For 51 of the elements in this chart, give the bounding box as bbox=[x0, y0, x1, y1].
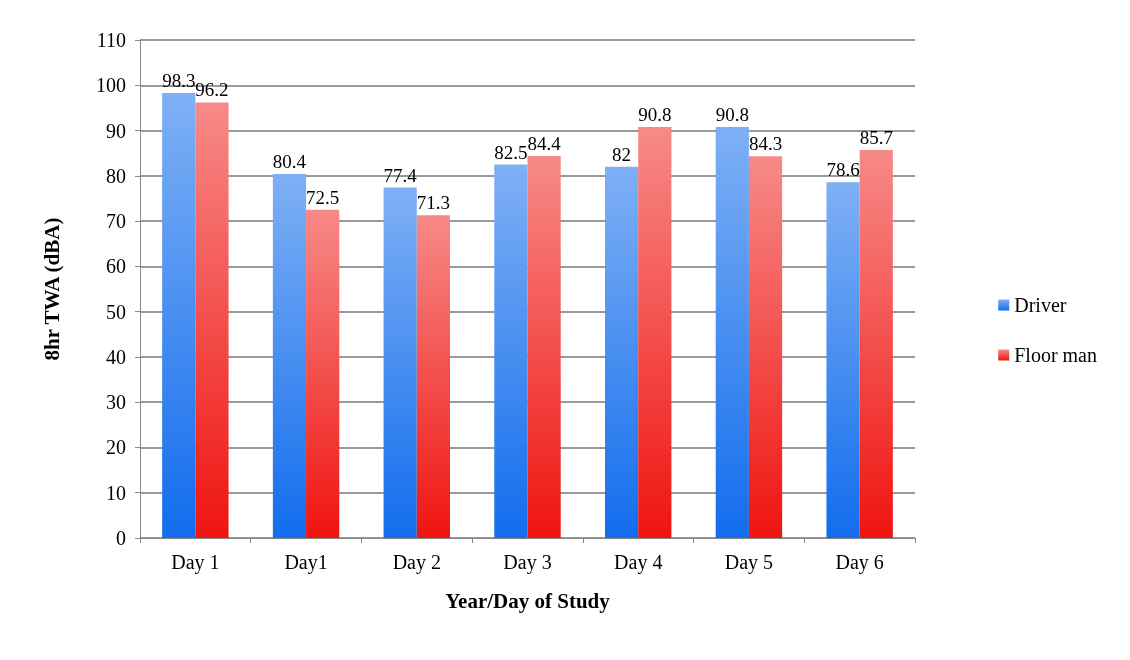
y-tick-label: 80 bbox=[106, 164, 126, 187]
x-tick-label: Day1 bbox=[284, 551, 328, 574]
bar bbox=[715, 126, 749, 538]
bar bbox=[195, 102, 229, 538]
data-label: 85.7 bbox=[859, 127, 893, 149]
x-tick-label: Day 5 bbox=[724, 551, 774, 574]
y-tick-label: 60 bbox=[106, 255, 126, 278]
y-tick-label: 50 bbox=[106, 300, 126, 323]
bar bbox=[859, 150, 893, 538]
data-label: 84.4 bbox=[527, 132, 562, 154]
data-label: 82.5 bbox=[494, 141, 528, 163]
bar bbox=[527, 155, 561, 538]
bar bbox=[383, 187, 417, 538]
bar bbox=[306, 209, 340, 538]
y-tick-label: 10 bbox=[106, 481, 126, 504]
bar bbox=[162, 92, 196, 538]
y-tick-label: 40 bbox=[106, 345, 126, 368]
x-tick-label: Day 6 bbox=[835, 551, 884, 574]
bar bbox=[494, 164, 528, 538]
bar bbox=[416, 215, 450, 538]
y-tick-label: 0 bbox=[116, 527, 126, 549]
x-tick-label: Day 3 bbox=[503, 551, 552, 574]
data-label: 90.8 bbox=[715, 103, 749, 125]
data-label: 82 bbox=[612, 143, 632, 165]
y-tick-label: 110 bbox=[96, 29, 126, 51]
bar bbox=[826, 182, 860, 538]
x-axis-title: Year/Day of Study bbox=[445, 588, 611, 613]
x-tick-label: Day 4 bbox=[614, 551, 663, 574]
data-label: 96.2 bbox=[195, 79, 229, 101]
legend-label: Floor man bbox=[1014, 344, 1098, 366]
y-tick-label: 30 bbox=[106, 391, 126, 414]
bar bbox=[605, 166, 639, 538]
x-tick-label: Day 2 bbox=[392, 551, 441, 574]
data-label: 77.4 bbox=[383, 164, 418, 186]
legend-label: Driver bbox=[1014, 294, 1067, 316]
data-label: 72.5 bbox=[306, 186, 340, 208]
data-label: 80.4 bbox=[272, 151, 307, 173]
bar bbox=[748, 156, 783, 538]
data-label: 84.3 bbox=[748, 133, 783, 155]
x-tick-label: Day 1 bbox=[171, 551, 220, 574]
data-label: 98.3 bbox=[162, 69, 196, 91]
y-tick-label: 20 bbox=[106, 436, 126, 459]
y-axis-title: 8hr TWA (dBA) bbox=[39, 217, 64, 361]
bar bbox=[638, 126, 672, 538]
data-label: 78.6 bbox=[826, 159, 860, 181]
data-label: 90.8 bbox=[638, 103, 672, 125]
y-tick-label: 100 bbox=[96, 74, 126, 97]
y-tick-label: 90 bbox=[106, 119, 126, 142]
bar bbox=[272, 174, 307, 538]
y-tick-label: 70 bbox=[106, 210, 126, 233]
data-label: 71.3 bbox=[416, 192, 451, 214]
